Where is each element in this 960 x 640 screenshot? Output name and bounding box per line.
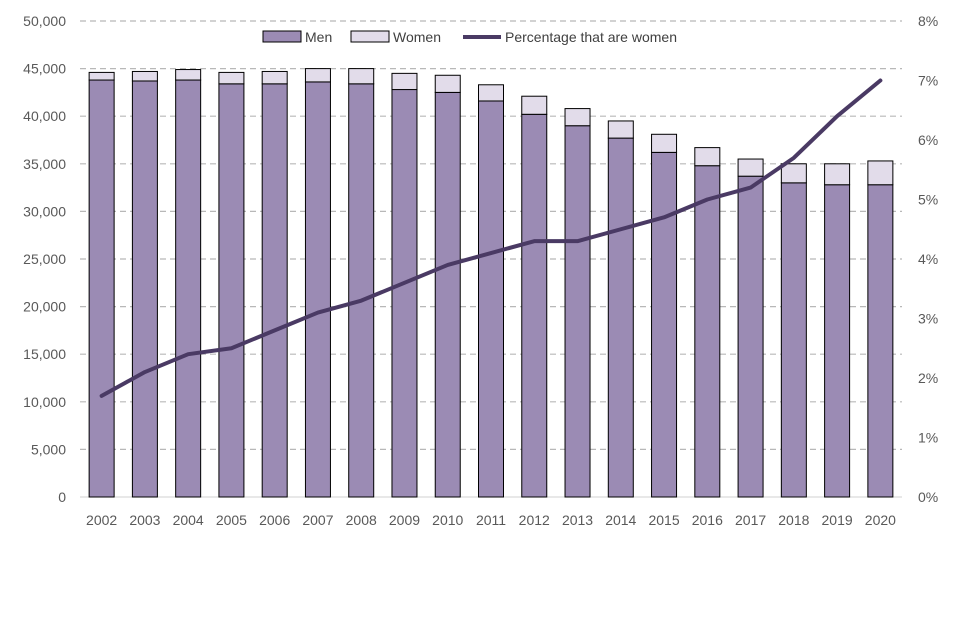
bar-men (218, 83, 245, 498)
bar-men (88, 79, 115, 498)
bar-men (478, 100, 504, 498)
bar-men (867, 184, 894, 498)
x-tick-label: 2010 (432, 512, 463, 528)
y-left-tick-label: 50,000 (23, 13, 66, 29)
x-tick-label: 2014 (605, 512, 636, 528)
legend-label-men: Men (305, 29, 332, 45)
x-tick-label: 2013 (562, 512, 593, 528)
bar-men (175, 79, 202, 498)
y-right-tick-label: 2% (918, 370, 938, 386)
y-right-tick-label: 1% (918, 430, 938, 446)
legend-label-percentage: Percentage that are women (505, 29, 677, 45)
bar-women (607, 120, 634, 139)
bar-women (824, 163, 851, 186)
x-tick-label: 2019 (822, 512, 853, 528)
bar-men (521, 113, 548, 498)
y-right-tick-label: 7% (918, 73, 938, 89)
x-tick-label: 2004 (173, 512, 204, 528)
x-tick-label: 2017 (735, 512, 766, 528)
bar-men (304, 81, 331, 498)
bar-men (824, 184, 851, 498)
bar-women (694, 147, 721, 167)
x-tick-label: 2015 (648, 512, 679, 528)
bar-men (131, 80, 158, 498)
bar-men (391, 89, 418, 498)
y-axis-left: 0 5,000 10,000 15,000 20,000 25,000 30,000 35,0… (23, 13, 66, 505)
bar-women (564, 108, 591, 127)
bar-men (348, 83, 375, 498)
bar-men (737, 175, 764, 498)
bar-men (780, 182, 807, 498)
y-right-tick-label: 4% (918, 251, 938, 267)
bar-women (348, 68, 375, 85)
bar-women (651, 133, 678, 153)
x-tick-label: 2003 (129, 512, 160, 528)
y-right-tick-label: 6% (918, 132, 938, 148)
legend-swatch-men (262, 30, 302, 43)
x-tick-label: 2002 (86, 512, 117, 528)
legend-swatch-women (350, 30, 390, 43)
bar-women (175, 69, 202, 81)
x-tick-label: 2008 (346, 512, 377, 528)
bars (88, 68, 894, 498)
y-left-tick-label: 40,000 (23, 108, 66, 124)
y-axis-right: 0% 1% 2% 3% 4% 5% 6% 7% 8% (918, 13, 938, 505)
x-axis: 2002 2003 2004 2005 2006 2007 2008 2009 2010 2011… (86, 512, 896, 528)
y-left-tick-label: 20,000 (23, 299, 66, 315)
bar-women (261, 70, 288, 85)
y-left-tick-label: 10,000 (23, 394, 66, 410)
bar-men (564, 125, 591, 498)
y-left-tick-label: 0 (58, 489, 66, 505)
x-tick-label: 2006 (259, 512, 290, 528)
x-tick-label: 2012 (519, 512, 550, 528)
y-right-tick-label: 5% (918, 192, 938, 208)
legend: Men Women Percentage that are women (262, 29, 677, 45)
bar-men (434, 91, 461, 498)
y-left-tick-label: 15,000 (23, 346, 66, 362)
percentage-line-path (99, 78, 883, 398)
bar-women (131, 70, 158, 82)
x-tick-label: 2018 (778, 512, 809, 528)
y-left-tick-label: 45,000 (23, 61, 66, 77)
bar-men (607, 137, 634, 498)
x-tick-label: 2016 (692, 512, 723, 528)
y-right-tick-label: 8% (918, 13, 938, 29)
bar-women (780, 163, 807, 184)
y-right-tick-label: 0% (918, 489, 938, 505)
y-right-tick-label: 3% (918, 311, 938, 327)
bar-women (521, 95, 548, 115)
x-tick-label: 2009 (389, 512, 420, 528)
bar-women (434, 74, 461, 93)
x-tick-label: 2007 (302, 512, 333, 528)
bar-women (218, 71, 245, 85)
x-tick-label: 2011 (476, 512, 506, 528)
bar-men (261, 83, 288, 498)
bar-women (88, 71, 115, 81)
x-tick-label: 2020 (865, 512, 896, 528)
bar-women (304, 68, 331, 83)
x-tick-label: 2005 (216, 512, 247, 528)
y-left-tick-label: 30,000 (23, 203, 66, 219)
bar-women (478, 84, 504, 102)
bar-men (651, 151, 678, 498)
y-left-tick-label: 35,000 (23, 156, 66, 172)
bar-women (391, 72, 418, 91)
y-left-tick-label: 25,000 (23, 251, 66, 267)
bar-women (737, 158, 764, 177)
bar-men (694, 165, 721, 498)
percentage-line (99, 78, 883, 398)
y-left-tick-label: 5,000 (31, 441, 66, 457)
bar-women (867, 160, 894, 186)
legend-label-women: Women (393, 29, 441, 45)
